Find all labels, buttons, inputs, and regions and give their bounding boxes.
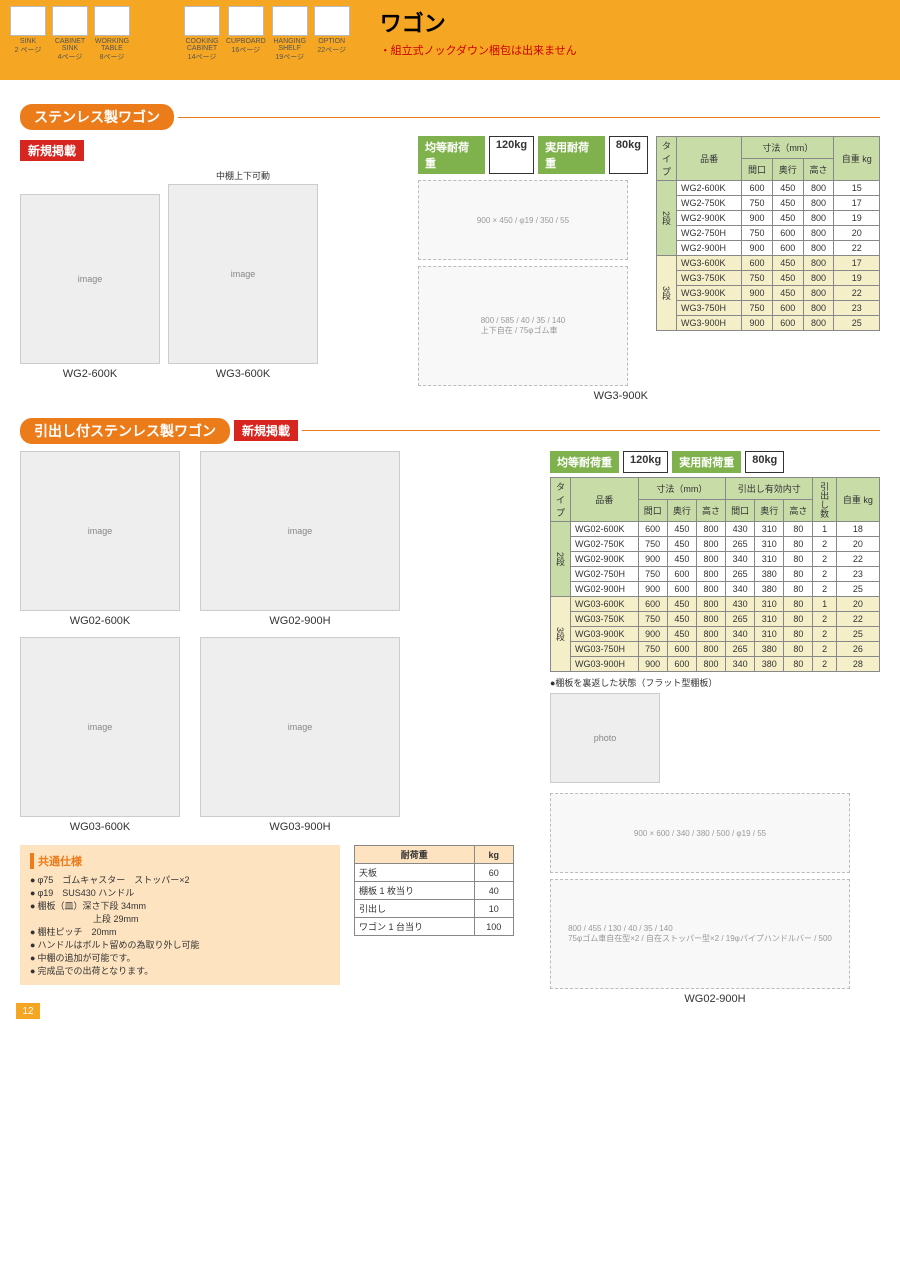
product-label: WG02-900H xyxy=(200,615,400,627)
spec-table-2: タイプ品番寸法（mm）引出し有効内寸引出し数自重 kg間口奥行高さ間口奥行高さ2… xyxy=(550,477,880,672)
practical-load-label: 実用耐荷重 xyxy=(672,451,741,473)
dimension-diagram-front-2: 800 / 455 / 130 / 40 / 35 / 14075φゴム車自在型… xyxy=(550,879,850,989)
common-spec-item: φ75 ゴムキャスター ストッパー×2 xyxy=(30,873,330,886)
nav-icon xyxy=(184,6,220,36)
uniform-load-label: 均等耐荷重 xyxy=(550,451,619,473)
product-image-wg2-600k: image xyxy=(20,194,160,364)
flat-shelf-image: photo xyxy=(550,693,660,783)
uniform-load-value: 120kg xyxy=(623,451,668,473)
nav-item[interactable]: OPTION22ページ xyxy=(314,6,350,62)
page-subtitle: ・組立式ノックダウン梱包は出来ません xyxy=(380,42,577,58)
nav-icon xyxy=(10,6,46,36)
flat-shelf-note: ●棚板を裏返した状態（フラット型棚板） xyxy=(550,676,880,689)
product-label: WG03-600K xyxy=(20,821,180,833)
product-label: WG02-600K xyxy=(20,615,180,627)
uniform-load-value: 120kg xyxy=(489,136,534,174)
new-badge: 新規掲載 xyxy=(20,140,84,161)
section1-header: ステンレス製ワゴン xyxy=(20,104,880,130)
nav-item[interactable]: SINK2 ページ xyxy=(10,6,46,62)
nav-icon xyxy=(52,6,88,36)
product-label: WG3-600K xyxy=(168,368,318,380)
product-image-wg3-600k: image xyxy=(168,184,318,364)
top-nav-bar: SINK2 ページCABINET SINK4ページWORKING TABLE8ペ… xyxy=(0,0,900,80)
nav-icon xyxy=(314,6,350,36)
page-title: ワゴン xyxy=(380,6,577,38)
dimension-diagram-top: 900 × 450 / φ19 / 350 / 55 xyxy=(418,180,628,260)
common-spec-item: 完成品での出荷となります。 xyxy=(30,964,330,977)
nav-item[interactable]: CABINET SINK4ページ xyxy=(52,6,88,62)
spec-table-1: タイプ品番寸法（mm）自重 kg間口奥行高さ2段WG2-600K60045080… xyxy=(656,136,880,331)
product-label: WG2-600K xyxy=(20,368,160,380)
practical-load-value: 80kg xyxy=(609,136,648,174)
nav-item[interactable]: HANGING SHELF19ページ xyxy=(272,6,308,62)
nav-item[interactable]: COOKING CABINET14ページ xyxy=(184,6,220,62)
nav-item[interactable]: CUPBOARD16ページ xyxy=(226,6,266,62)
nav-icon xyxy=(228,6,264,36)
product-image: image xyxy=(20,637,180,817)
product-image: image xyxy=(20,451,180,611)
new-badge: 新規掲載 xyxy=(234,420,298,441)
dimension-diagram-top-2: 900 × 600 / 340 / 380 / 500 / φ19 / 55 xyxy=(550,793,850,873)
section2-title: 引出し付ステンレス製ワゴン xyxy=(20,418,230,444)
common-spec-box: 共通仕様 φ75 ゴムキャスター ストッパー×2φ19 SUS430 ハンドル棚… xyxy=(20,845,340,985)
product-image: image xyxy=(200,637,400,817)
section2-header: 引出し付ステンレス製ワゴン 新規掲載 xyxy=(20,416,880,445)
diagram-label: WG02-900H xyxy=(550,993,880,1005)
product-label: WG03-900H xyxy=(200,821,400,833)
nav-icon xyxy=(272,6,308,36)
common-spec-item: 中棚の追加が可能です。 xyxy=(30,951,330,964)
section1-title: ステンレス製ワゴン xyxy=(20,104,174,130)
page-number: 12 xyxy=(16,1003,40,1019)
common-spec-item: 棚柱ピッチ 20mm xyxy=(30,925,330,938)
uniform-load-label: 均等耐荷重 xyxy=(418,136,485,174)
nav-item[interactable]: WORKING TABLE8ページ xyxy=(94,6,130,62)
product-image: image xyxy=(200,451,400,611)
common-spec-title: 共通仕様 xyxy=(30,853,330,869)
product-label: WG3-900K xyxy=(418,390,648,402)
practical-load-value: 80kg xyxy=(745,451,784,473)
common-spec-item: ハンドルはボルト留めの為取り外し可能 xyxy=(30,938,330,951)
nav-item[interactable] xyxy=(136,6,178,62)
mid-shelf-note: 中棚上下可動 xyxy=(168,169,318,182)
common-spec-item: 棚板（皿）深さ下段 34mm 上段 29mm xyxy=(30,899,330,925)
load-capacity-table: 耐荷重kg天板60棚板 1 枚当り40引出し10ワゴン 1 台当り100 xyxy=(354,845,514,936)
common-spec-item: φ19 SUS430 ハンドル xyxy=(30,886,330,899)
practical-load-label: 実用耐荷重 xyxy=(538,136,605,174)
nav-icon xyxy=(94,6,130,36)
dimension-diagram-front: 800 / 585 / 40 / 35 / 140上下自在 / 75φゴム車 xyxy=(418,266,628,386)
